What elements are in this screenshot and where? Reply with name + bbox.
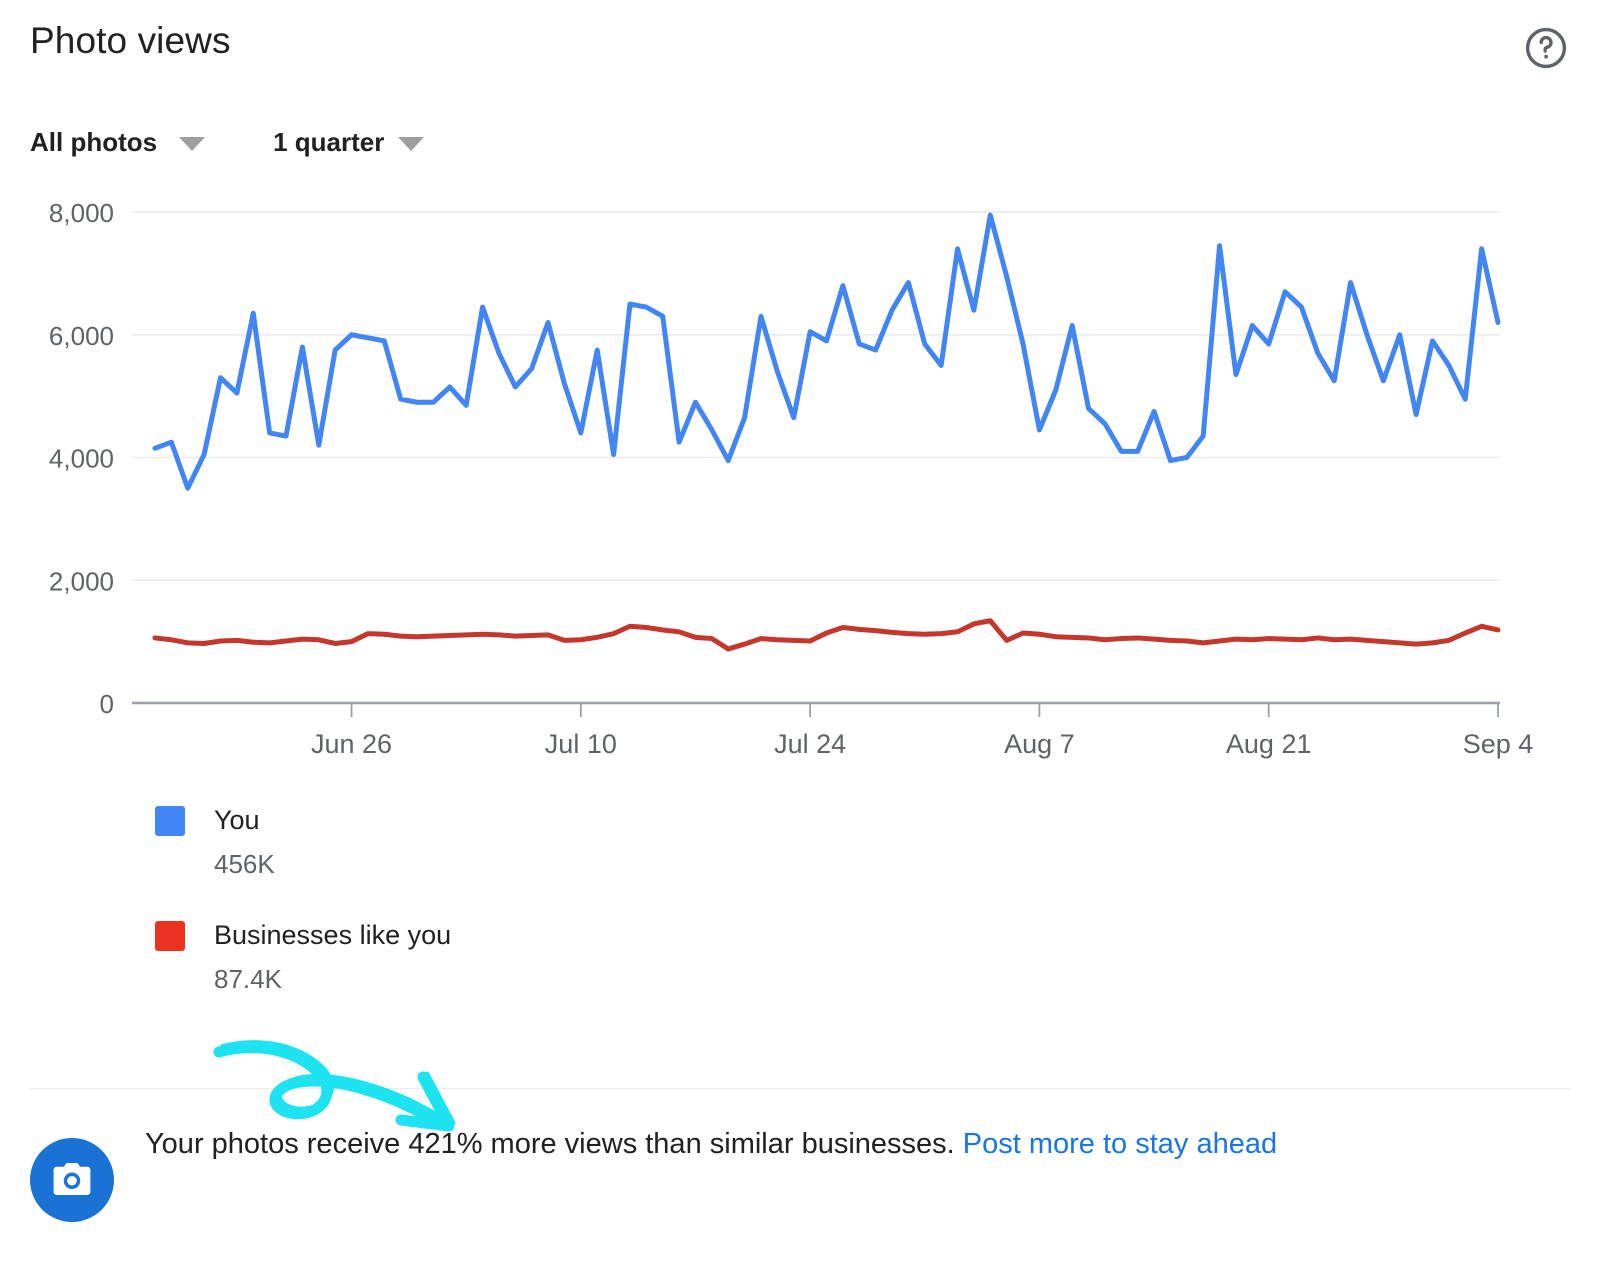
legend-label-businesses: Businesses like you: [214, 920, 452, 950]
y-axis-tick-label: 8,000: [49, 198, 114, 228]
footer-tip: Your photos receive 421% more views than…: [30, 1122, 1570, 1222]
footer-divider: [30, 1088, 1570, 1089]
legend-item-you[interactable]: You 456K: [155, 805, 451, 880]
y-axis-tick-label: 2,000: [49, 566, 114, 596]
help-circle-icon[interactable]: [1520, 22, 1572, 74]
post-more-link[interactable]: Post more to stay ahead: [962, 1128, 1278, 1160]
chart-gridlines: [132, 211, 1500, 705]
x-axis-tick-label: Jul 10: [545, 729, 617, 759]
footer-text: Your photos receive 421% more views than…: [145, 1122, 1277, 1166]
legend-swatch-you: [155, 805, 185, 836]
camera-icon: [30, 1138, 114, 1222]
y-axis-tick-label: 4,000: [49, 444, 114, 474]
footer-text-static: Your photos receive 421% more views than…: [145, 1128, 963, 1160]
chart-y-axis-labels: 0 2,000 4,000 6,000 8,000: [49, 198, 114, 719]
series-line: [152, 618, 1501, 652]
legend-item-businesses[interactable]: Businesses like you 87.4K: [155, 920, 451, 995]
chart-canvas: 0 2,000 4,000 6,000 8,000 Jun 26 Jul 10 Jul 24…: [49, 198, 1533, 759]
series-line: [152, 212, 1501, 491]
page-title: Photo views: [30, 20, 231, 61]
chevron-down-icon: [179, 137, 206, 151]
legend-label-you: You: [214, 805, 260, 835]
x-axis-tick-label: Aug 7: [1004, 729, 1075, 759]
time-range-select[interactable]: 1 quarter: [273, 126, 425, 158]
chart-x-axis: Jun 26 Jul 10 Jul 24 Aug 7 Aug 21 Sep 4: [311, 703, 1533, 759]
help-circle-glyph: [1525, 27, 1567, 69]
legend-value-businesses: 87.4K: [214, 964, 282, 994]
chart-series-lines: [152, 212, 1501, 652]
legend-value-you: 456K: [214, 849, 275, 879]
y-axis-tick-label: 6,000: [49, 321, 114, 351]
filter-row: All photos 1 quarter: [30, 118, 425, 166]
y-axis-tick-label: 0: [100, 689, 114, 719]
x-axis-tick-label: Sep 4: [1463, 729, 1534, 759]
time-range-label: 1 quarter: [273, 126, 385, 157]
card-header: Photo views: [0, 0, 1600, 110]
x-axis-tick-label: Jun 26: [311, 729, 392, 759]
x-axis-tick-label: Aug 21: [1226, 729, 1312, 759]
chart-legend: You 456K Businesses like you 87.4K: [155, 805, 451, 1035]
x-axis-tick-label: Jul 24: [774, 729, 846, 759]
photo-views-chart[interactable]: 0 2,000 4,000 6,000 8,000 Jun 26 Jul 10 Jul 24…: [0, 180, 1600, 780]
camera-glyph: [53, 1163, 91, 1195]
photo-filter-select[interactable]: All photos: [30, 126, 206, 158]
chevron-down-icon: [398, 137, 425, 151]
legend-swatch-businesses: [155, 920, 185, 951]
photo-filter-label: All photos: [30, 126, 158, 157]
